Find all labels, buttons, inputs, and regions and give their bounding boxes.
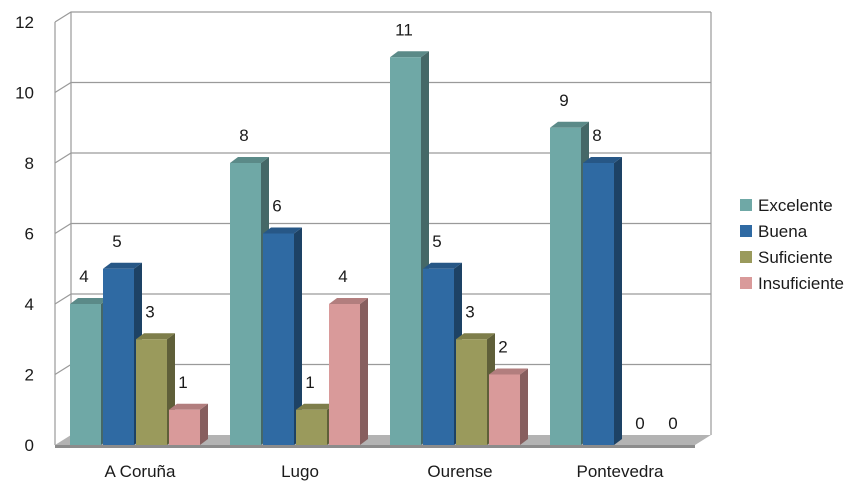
x-tick-label: Lugo <box>281 462 319 481</box>
chart-floor-edge <box>55 445 695 448</box>
gridline <box>54 11 711 23</box>
bar-top <box>263 227 302 234</box>
legend-label: Insuficiente <box>758 274 844 293</box>
bar-front <box>296 409 327 445</box>
bar-front <box>456 339 487 445</box>
data-label: 0 <box>635 414 644 433</box>
legend-label: Buena <box>758 222 808 241</box>
bar-top <box>423 262 462 269</box>
bar <box>583 157 622 445</box>
y-tick-label: 8 <box>25 154 34 173</box>
bar-top <box>70 298 109 304</box>
bar-top <box>169 403 208 410</box>
bar-front <box>70 304 101 445</box>
data-label: 0 <box>668 414 677 433</box>
data-label: 3 <box>465 302 474 321</box>
bar-front <box>230 163 261 445</box>
data-label: 2 <box>498 338 507 357</box>
x-tick-label: A Coruña <box>105 462 176 481</box>
bar-front <box>263 233 294 445</box>
y-tick-label: 10 <box>15 84 34 103</box>
bar-top <box>583 157 622 163</box>
data-label: 4 <box>79 267 88 286</box>
bar-side <box>360 298 368 445</box>
gridline <box>54 152 711 164</box>
bar <box>329 298 368 445</box>
bar-side <box>520 368 528 445</box>
legend: Excelente Buena Suficiente Insuficiente <box>740 196 844 293</box>
bar-side <box>294 227 302 445</box>
y-tick-label: 2 <box>25 366 34 385</box>
bar-front <box>103 268 134 445</box>
gridline <box>54 293 711 305</box>
x-tick-label: Ourense <box>427 462 492 481</box>
legend-label: Suficiente <box>758 248 833 267</box>
data-label: 3 <box>145 302 154 321</box>
bar <box>169 403 208 445</box>
bar <box>489 368 528 445</box>
bars-layer <box>70 51 622 445</box>
bar-top <box>136 333 175 340</box>
y-tick-label: 12 <box>15 13 34 32</box>
bar-front <box>550 127 581 445</box>
grid-layer <box>54 11 712 445</box>
legend-item: Excelente <box>740 196 833 215</box>
gridline <box>54 81 711 94</box>
y-tick-label: 0 <box>25 436 34 455</box>
x-tick-label: Pontevedra <box>577 462 664 481</box>
legend-item: Buena <box>740 222 808 241</box>
legend-label: Excelente <box>758 196 833 215</box>
data-label: 11 <box>395 20 413 39</box>
bar-top <box>230 157 269 163</box>
legend-swatch <box>740 277 752 289</box>
chart-floor <box>55 435 711 445</box>
legend-item: Insuficiente <box>740 274 844 293</box>
data-label: 8 <box>592 126 601 145</box>
bar-front <box>489 374 520 445</box>
bar-top <box>103 262 142 269</box>
data-label: 5 <box>432 232 441 251</box>
data-label: 6 <box>272 197 281 216</box>
bar-top <box>329 298 368 304</box>
bar-front <box>583 163 614 445</box>
bar-top <box>456 333 495 340</box>
bar-front <box>423 268 454 445</box>
bar-front <box>169 409 200 445</box>
legend-swatch <box>740 225 752 237</box>
gridline <box>54 222 711 235</box>
data-label: 9 <box>559 91 568 110</box>
legend-swatch <box>740 199 752 211</box>
data-label: 5 <box>112 232 121 251</box>
bar-top <box>296 403 335 410</box>
bar-front <box>329 304 360 445</box>
bar-top <box>489 368 528 375</box>
bar <box>263 227 302 445</box>
y-tick-label: 4 <box>25 295 34 314</box>
data-label: 8 <box>239 126 248 145</box>
data-label: 1 <box>178 373 187 392</box>
labels-layer: 4 5 3 1 8 6 1 4 11 5 3 2 9 8 0 0 <box>79 20 677 433</box>
bar-side <box>614 157 622 445</box>
bar-front <box>390 57 421 445</box>
y-tick-label: 6 <box>25 225 34 244</box>
data-label: 1 <box>305 373 314 392</box>
bar-front <box>136 339 167 445</box>
bar-top <box>390 51 429 58</box>
bar-top <box>550 121 589 128</box>
data-label: 4 <box>338 267 347 286</box>
legend-swatch <box>740 251 752 263</box>
bar-side <box>200 403 208 445</box>
legend-item: Suficiente <box>740 248 833 267</box>
